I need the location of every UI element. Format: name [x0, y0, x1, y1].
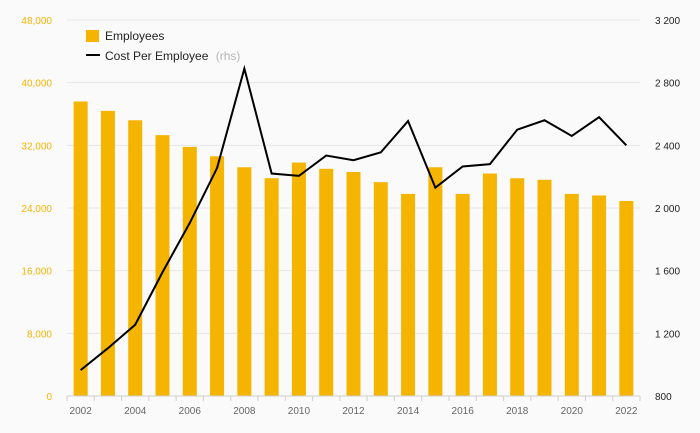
x-axis-tick-label: 2018 [506, 406, 529, 417]
employees-bar [401, 193, 416, 396]
axes [66, 395, 641, 401]
x-axis-tick-label: 2006 [179, 406, 202, 417]
left-axis-tick-label: 40,000 [21, 79, 52, 90]
employees-bar [291, 162, 306, 396]
employees-bar [346, 171, 361, 396]
legend-employees-label: Employees [105, 29, 164, 43]
right-axis-tick-label: 800 [655, 392, 672, 403]
x-axis-tick-label: 2012 [342, 406, 365, 417]
x-axis-tick-label: 2010 [288, 406, 311, 417]
left-axis-tick-label: 32,000 [21, 141, 52, 152]
left-axis-tick-label: 16,000 [21, 267, 52, 278]
left-axis-tick-label: 8,000 [27, 329, 52, 340]
employees-bar [155, 135, 170, 396]
x-axis-tick-label: 2016 [452, 406, 475, 417]
x-axis-tick-label: 2002 [70, 406, 93, 417]
legend-employees-swatch [86, 30, 99, 42]
cost-per-employee-line [80, 64, 628, 371]
right-axis-tick-label: 2 400 [655, 141, 680, 152]
right-axis-tick-label: 2 800 [655, 79, 680, 90]
employees-bar [73, 101, 88, 396]
employees-bar [100, 110, 115, 396]
bars-series [73, 101, 634, 397]
x-axis-tick-label: 2020 [561, 406, 584, 417]
axis-labels: 0 8,000 16,000 24,000 32,000 40,000 48,000 800 1… [21, 16, 680, 417]
cost-line-series [80, 64, 628, 371]
left-axis-tick-label: 24,000 [21, 204, 52, 215]
x-axis-tick-label: 2014 [397, 406, 420, 417]
x-axis-tick-label: 2004 [124, 406, 147, 417]
left-axis-tick-label: 0 [46, 392, 52, 403]
employees-bar [482, 173, 497, 396]
right-axis-tick-label: 3 200 [655, 16, 680, 27]
employees-bar [319, 168, 334, 396]
employees-bar [619, 200, 634, 396]
employees-bar [592, 195, 607, 396]
employees-bar [510, 178, 525, 396]
employees-bar [428, 167, 443, 396]
employees-bar [182, 146, 197, 396]
employees-bar [455, 193, 470, 396]
employees-bar [373, 182, 388, 396]
right-axis-tick-label: 1 200 [655, 329, 680, 340]
left-axis-tick-label: 48,000 [21, 16, 52, 27]
employees-bar [264, 178, 279, 396]
x-axis-tick-label: 2022 [615, 406, 638, 417]
employees-bar [537, 179, 552, 396]
legend-cost-suffix: (rhs) [216, 49, 241, 63]
employees-bar [210, 156, 225, 396]
legend-cost-label: Cost Per Employee (rhs) [105, 49, 240, 63]
x-axis-tick-label: 2008 [233, 406, 256, 417]
employees-bar [237, 167, 252, 396]
legend: Employees Cost Per Employee (rhs) [86, 29, 240, 63]
employees-bar [128, 120, 143, 397]
right-axis-tick-label: 2 000 [655, 204, 680, 215]
employees-bar [564, 193, 579, 396]
right-axis-tick-label: 1 600 [655, 267, 680, 278]
legend-cost-name: Cost Per Employee [105, 49, 209, 63]
